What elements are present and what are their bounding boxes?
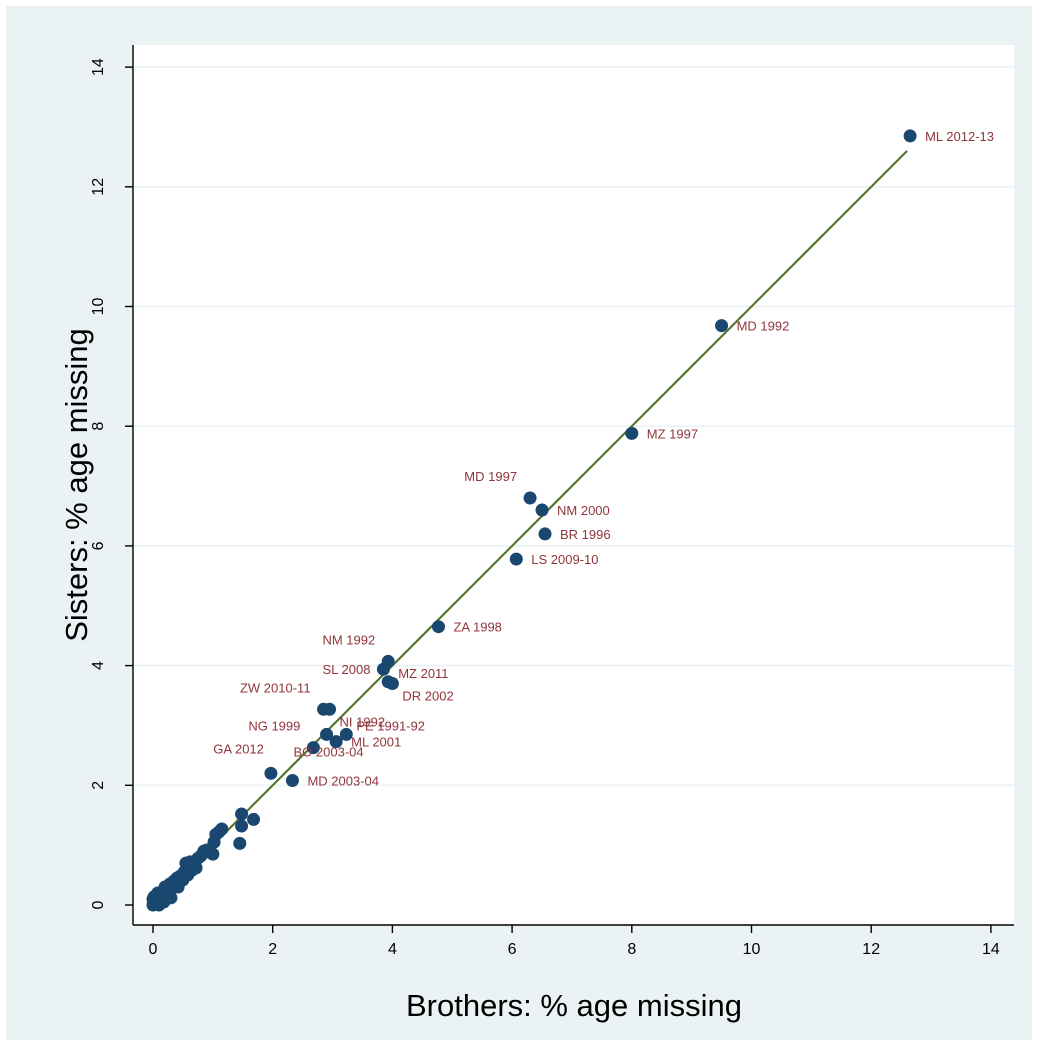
data-point (535, 503, 549, 517)
point-label: DR 2002 (402, 689, 453, 704)
data-point (285, 774, 299, 788)
y-axis-title: Sisters: % age missing (59, 328, 94, 642)
y-tick-label: 8 (90, 422, 107, 431)
data-point (206, 847, 220, 861)
y-tick-label: 12 (90, 178, 107, 196)
point-label: BO 2003-04 (294, 744, 364, 759)
fit-line-group (152, 150, 908, 906)
data-point (264, 766, 278, 780)
x-tick-label: 6 (508, 941, 517, 958)
data-point (523, 491, 537, 505)
y-tick-label: 2 (90, 781, 107, 790)
data-markers (146, 129, 917, 912)
point-label: NG 1999 (248, 719, 300, 734)
data-point (235, 819, 249, 833)
point-label: MD 1992 (737, 319, 790, 334)
x-tick-label: 10 (743, 941, 761, 958)
x-axis-ticks: 0 2 4 6 8 10 12 14 (149, 925, 1000, 958)
y-axis-ticks: 0 2 4 6 8 10 12 14 (90, 58, 133, 909)
axes (132, 45, 1014, 926)
y-tick-label: 6 (90, 541, 107, 550)
point-label: LS 2009-10 (531, 552, 598, 567)
data-point (538, 527, 552, 541)
data-point (625, 426, 639, 440)
data-point (339, 727, 353, 741)
point-label: ML 2012-13 (925, 129, 994, 144)
x-tick-label: 2 (268, 941, 277, 958)
point-label: NI 1992 (340, 714, 386, 729)
point-label: ZW 2010-11 (240, 680, 311, 695)
x-axis-title: Brothers: % age missing (406, 988, 742, 1023)
point-labels: ML 2012-13 MD 1992 MZ 1997 MD 1997 NM 2000 BR… (213, 129, 994, 789)
data-point (306, 741, 320, 755)
data-point (329, 735, 343, 749)
point-label: MZ 2011 (398, 666, 448, 681)
point-label: MD 2003-04 (307, 774, 379, 789)
data-point (509, 552, 523, 566)
data-point (903, 129, 917, 143)
point-label: SL 2008 (322, 662, 370, 677)
y-tick-label: 0 (90, 900, 107, 909)
x-tick-label: 12 (862, 941, 880, 958)
fit-line (152, 150, 908, 906)
point-label: MZ 1997 (647, 426, 698, 441)
data-point (233, 836, 247, 850)
x-tick-label: 0 (149, 941, 158, 958)
x-tick-label: 4 (388, 941, 397, 958)
point-label: PE 1991-92 (356, 718, 425, 733)
data-point (320, 727, 334, 741)
point-label: BR 1996 (560, 527, 611, 542)
data-point (323, 702, 337, 716)
data-point (247, 812, 261, 826)
point-label: GA 2012 (213, 741, 264, 756)
data-point (385, 677, 399, 691)
y-tick-label: 14 (90, 58, 107, 76)
gridlines (133, 66, 1014, 787)
point-label: ML 2001 (351, 735, 401, 750)
x-tick-label: 8 (627, 941, 636, 958)
point-label: MD 1997 (464, 469, 517, 484)
data-point (215, 822, 229, 836)
point-label: ZA 1998 (453, 620, 501, 635)
data-point (715, 319, 729, 333)
x-tick-label: 14 (982, 941, 1000, 958)
point-label: NM 2000 (557, 503, 610, 518)
y-tick-label: 10 (90, 298, 107, 316)
data-point (164, 891, 178, 905)
point-label: NM 1992 (322, 632, 375, 647)
data-point (431, 620, 445, 634)
data-point (235, 807, 249, 821)
y-tick-label: 4 (90, 661, 107, 670)
data-point (376, 662, 390, 676)
